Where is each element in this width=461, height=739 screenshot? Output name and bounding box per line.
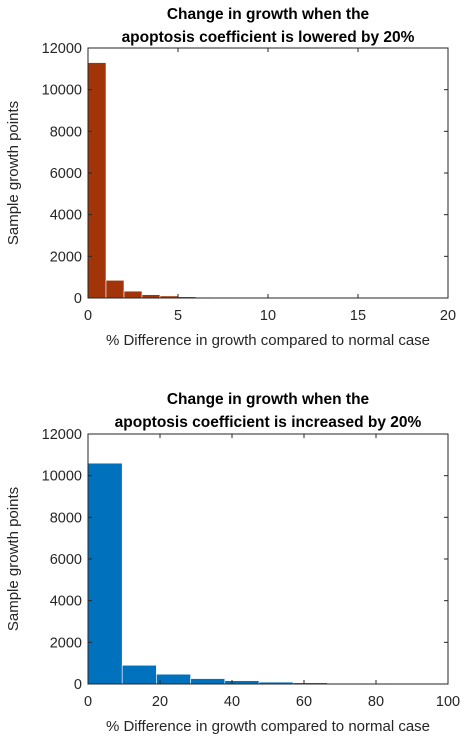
chart-bottom-bar-3 <box>190 678 226 685</box>
chart-bottom-x-tick-label-1: 20 <box>152 694 168 710</box>
chart-bottom-y-tick-label-0: 0 <box>74 677 82 693</box>
chart-top-y-tick-label-5: 10000 <box>42 83 82 99</box>
chart-top-x-tick-label-4: 20 <box>440 308 456 324</box>
chart-top-plot-frame <box>87 47 449 299</box>
chart-bottom-y-tick-label-6: 12000 <box>42 427 82 443</box>
chart-top-bar-0 <box>87 62 107 299</box>
chart-bottom-title-line-2: apoptosis coefficient is increased by 20… <box>115 414 422 431</box>
chart-top-x-ticks: 0 5 10 15 20 <box>84 48 456 324</box>
chart-bottom-y-axis-label: Sample growth points <box>5 487 22 631</box>
chart-bottom-y-tick-label-4: 8000 <box>50 510 82 526</box>
chart-bottom-x-tick-label-5: 100 <box>436 694 460 710</box>
chart-top-y-tick-label-1: 2000 <box>50 249 82 265</box>
chart-top-x-tick-label-3: 15 <box>350 308 366 324</box>
chart-top-x-tick-label-0: 0 <box>84 308 92 324</box>
chart-top-x-tick-label-2: 10 <box>260 308 276 324</box>
chart-top-bar-2 <box>123 290 143 299</box>
chart-top-y-tick-label-4: 8000 <box>50 124 82 140</box>
chart-top-y-tick-label-2: 4000 <box>50 208 82 224</box>
chart-bottom-y-tick-label-3: 6000 <box>50 552 82 568</box>
chart-bottom-x-tick-label-3: 60 <box>296 694 312 710</box>
chart-top-y-tick-label-6: 12000 <box>42 41 82 57</box>
chart-top-y-tick-label-0: 0 <box>74 291 82 307</box>
chart-bottom-x-tick-label-0: 0 <box>84 694 92 710</box>
chart-top-bars <box>87 62 449 299</box>
chart-top-title-line-2: apoptosis coefficient is lowered by 20% <box>122 29 415 46</box>
chart-top-bar-1 <box>105 279 125 299</box>
chart-top-x-axis-label: % Difference in growth compared to norma… <box>106 332 430 349</box>
chart-top-y-ticks: 0 2000 4000 6000 8000 10000 12000 <box>42 41 448 307</box>
chart-bottom-x-tick-label-2: 40 <box>224 694 240 710</box>
chart-bottom-bars <box>87 462 431 685</box>
chart-top-x-tick-label-1: 5 <box>174 308 182 324</box>
chart-bottom-bar-1 <box>121 664 157 685</box>
chart-top-y-axis-label: Sample growth points <box>5 101 22 245</box>
chart-bottom-x-tick-label-4: 80 <box>368 694 384 710</box>
chart-bottom-x-axis-label: % Difference in growth compared to norma… <box>106 718 430 735</box>
chart-bottom-y-tick-label-2: 4000 <box>50 594 82 610</box>
chart-bottom-plot-frame <box>87 433 449 685</box>
chart-bottom-title-line-1: Change in growth when the <box>167 391 370 408</box>
chart-bottom-bar-0 <box>87 462 123 685</box>
chart-bottom-y-tick-label-1: 2000 <box>50 635 82 651</box>
chart-top: Change in growth when the apoptosis coef… <box>5 6 456 349</box>
chart-bottom-bar-2 <box>156 673 191 685</box>
chart-top-y-tick-label-3: 6000 <box>50 166 82 182</box>
chart-top-title-line-1: Change in growth when the <box>167 6 370 23</box>
chart-bottom: Change in growth when the apoptosis coef… <box>5 391 460 735</box>
chart-bottom-y-tick-label-5: 10000 <box>42 469 82 485</box>
chart-bottom-y-ticks: 0 2000 4000 6000 8000 10000 12000 <box>42 427 448 693</box>
chart-bottom-x-ticks: 0 20 40 60 80 100 <box>84 434 460 710</box>
